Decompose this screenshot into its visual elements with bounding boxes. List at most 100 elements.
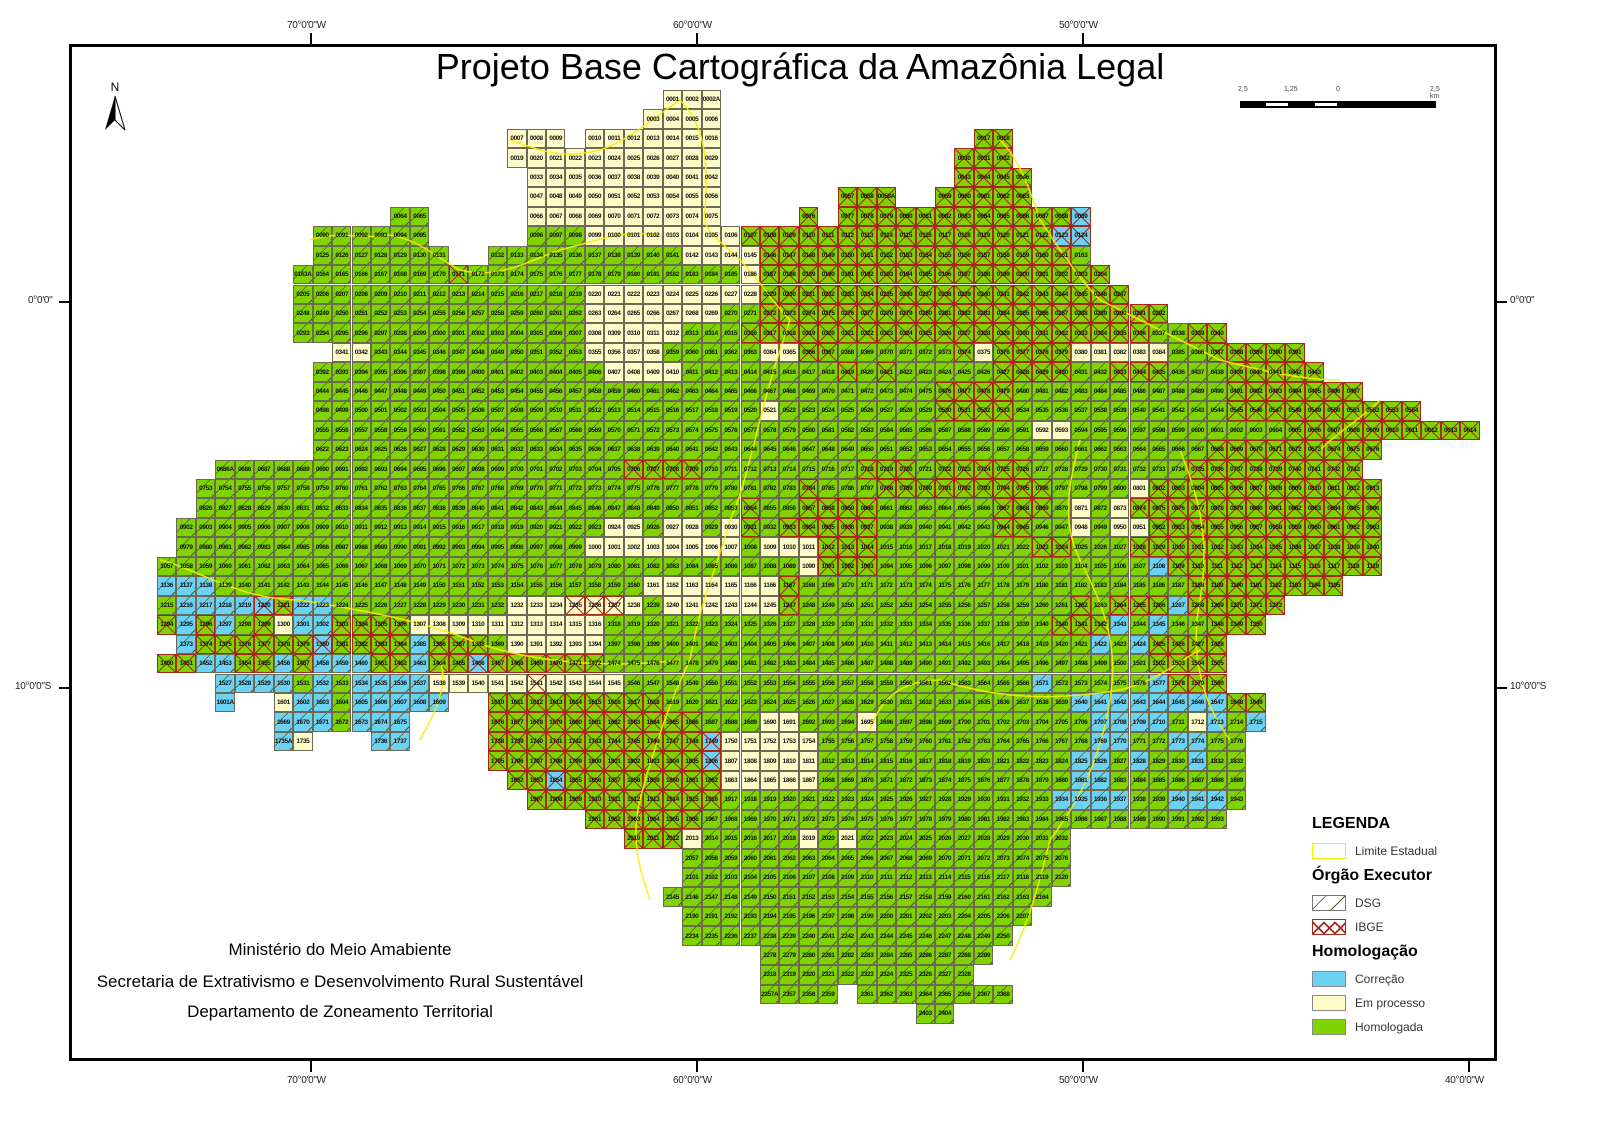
sheet-id-label: 1909 [568,796,582,804]
map-sheet-cell: 1973 [818,809,838,830]
map-sheet-cell: 0876 [1168,498,1188,518]
map-sheet-cell: 0766 [448,479,469,499]
sheet-id-label: 1090 [802,563,815,571]
map-sheet-cell: 0926 [643,517,663,538]
sheet-id-label: 1881 [1074,776,1088,784]
sheet-id-label: 1679 [549,718,563,726]
sheet-id-label: 1982 [996,815,1010,823]
map-sheet-cell: 1776 [1226,731,1247,752]
map-sheet-cell: 0939 [896,517,916,538]
sheet-id-label: 0803 [1171,485,1185,493]
sheet-id-label: 1776 [1230,738,1243,746]
sheet-id-label: 0983 [257,543,271,551]
map-sheet-cell: 0149 [818,245,838,266]
map-sheet-cell: 1085 [701,556,722,577]
map-sheet-cell: 2014 [701,829,722,849]
map-sheet-cell: 1299 [254,615,274,635]
map-sheet-cell: 1484 [798,654,819,674]
map-sheet-cell: 1877 [993,770,1013,791]
map-sheet-cell: 2059 [721,848,741,868]
map-sheet-cell: 0296 [351,323,371,343]
sheet-id-label: 1034 [1249,543,1263,551]
map-sheet-cell: 1539 [448,673,469,693]
sheet-id-label: 0722 [938,465,952,473]
map-sheet-cell: 1176 [954,576,974,596]
sheet-id-label: 0856 [782,504,796,512]
sheet-id-label: 0205 [296,290,310,298]
map-sheet-cell: 1234 [546,595,566,616]
sheet-id-label: 1611 [510,699,524,707]
map-sheet-cell: 1159 [604,576,624,596]
map-sheet-cell: 2367 [973,984,994,1005]
map-sheet-cell: 2357A [759,984,780,1005]
sheet-id-label: 1735 [296,738,310,746]
map-sheet-cell: 1029 [1148,537,1169,557]
sheet-id-label: 0517 [685,407,699,415]
map-sheet-cell: 1079 [584,556,605,577]
map-sheet-cell: 1067 [351,556,371,577]
map-sheet-cell: 1537 [409,673,430,693]
sheet-id-label: 0563 [471,426,485,434]
map-sheet-cell: 0408 [623,362,644,382]
sheet-id-label: 0363 [743,349,757,357]
sheet-id-label: 0016 [704,135,718,143]
sheet-id-label: 0768 [490,485,504,493]
map-sheet-cell: 0027 [662,148,683,168]
sheet-id-label: 1379 [296,640,310,648]
sheet-id-label: 1161 [646,582,660,590]
sheet-id-label: 0802 [1152,485,1166,493]
map-sheet-cell: 1026 [1090,537,1111,557]
map-sheet-cell: 0430 [1051,362,1072,382]
sheet-id-label: 0157 [977,251,991,259]
map-sheet-cell: 1183 [1090,576,1111,596]
sheet-id-label: 0237 [918,290,932,298]
sheet-id-label: 1806 [704,757,718,765]
sheet-id-label: 0982 [238,543,251,551]
map-sheet-cell: 0359 [662,342,683,363]
map-sheet-cell: 1746 [643,731,663,752]
sheet-id-label: 0318 [782,329,796,337]
sheet-id-label: 0485 [1113,387,1127,395]
map-sheet-cell: 0258 [487,303,508,324]
map-sheet-cell: 0502 [390,401,410,421]
map-sheet-cell: 0810 [1304,479,1324,499]
map-sheet-cell: 0330 [1012,323,1033,343]
sheet-id-label: 1386 [432,640,446,648]
map-sheet-cell: 1303 [332,615,352,635]
sheet-id-label: 1162 [666,582,679,590]
sheet-id-label: 0480 [1016,387,1029,395]
sheet-id-label: 0673 [1307,446,1321,454]
map-sheet-cell: 0954 [1187,517,1208,538]
sheet-id-label: 1459 [335,660,349,668]
map-sheet-cell: 0156 [954,245,974,266]
sheet-id-label: 0948 [1074,524,1088,532]
map-sheet-cell: 0433 [1110,362,1130,382]
sheet-id-label: 2074 [1016,854,1029,862]
map-sheet-cell: 0187 [759,265,780,285]
sheet-id-label: 0408 [627,368,640,376]
sheet-id-label: 2013 [685,835,699,843]
sheet-id-label: 0522 [782,407,796,415]
map-sheet-cell: 2321 [818,965,838,985]
map-sheet-cell: 1622 [721,692,741,713]
sheet-id-label: 0849 [646,504,660,512]
map-sheet-cell: 0269 [701,303,722,324]
map-sheet-cell: 0241 [993,284,1013,304]
sheet-id-label: 1690 [763,718,777,726]
map-sheet-cell: 0016 [701,128,722,149]
sheet-id-label: 1921 [802,796,815,804]
map-sheet-cell: 1113 [1246,556,1266,577]
sheet-id-label: 1707 [1093,718,1107,726]
map-sheet-cell: 0879 [1226,498,1247,518]
map-sheet-cell: 2197 [818,906,838,927]
map-sheet-cell: 1024 [1051,537,1072,557]
sheet-id-label: 0462 [665,387,679,395]
map-sheet-cell: 1708 [1110,712,1130,732]
map-sheet-cell: 0343 [370,342,391,363]
map-sheet-cell: 0287 [1051,303,1072,324]
org-ministry: Ministério do Meio Amabiente [228,940,452,959]
sheet-id-label: 0320 [821,329,835,337]
sheet-id-label: 0163A [294,271,312,279]
sheet-id-label: 0203 [1074,271,1088,279]
map-sheet-cell: 0549 [1304,401,1324,421]
